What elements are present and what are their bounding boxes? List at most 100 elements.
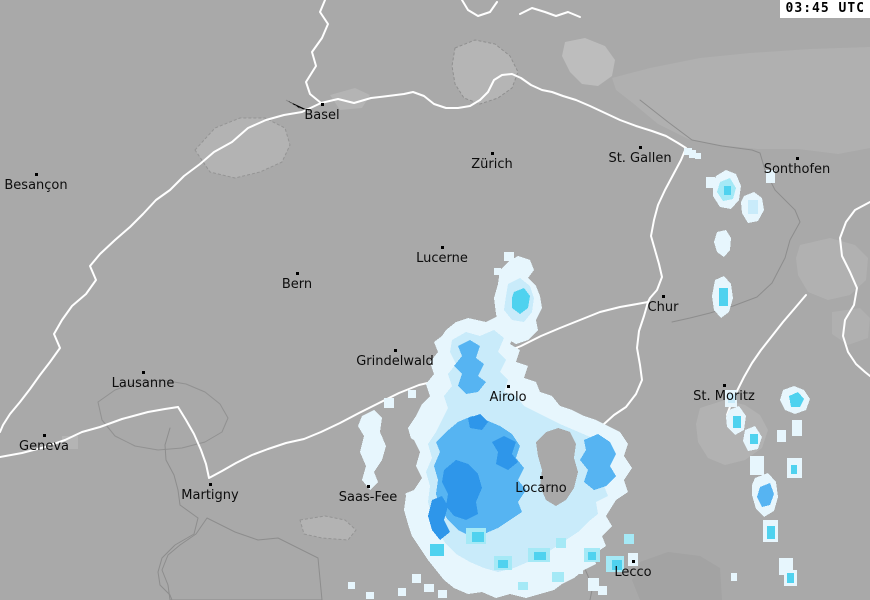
city-dot	[796, 157, 799, 160]
rain-cell	[512, 288, 530, 314]
city-label-locarno[interactable]: Locarno	[515, 481, 567, 496]
rain-cell	[390, 434, 422, 494]
rain-cell	[454, 340, 486, 394]
city-label-st-gallen[interactable]: St. Gallen	[608, 151, 672, 166]
terrain-layer	[62, 38, 870, 600]
city-dot	[540, 476, 543, 479]
precipitation-layer	[348, 148, 810, 599]
rain-cell	[731, 573, 737, 581]
rain-cell	[777, 430, 786, 442]
city-label-grindelwald[interactable]: Grindelwald	[356, 354, 434, 369]
terrain-patch	[330, 88, 370, 110]
city-label-lucerne[interactable]: Lucerne	[416, 251, 468, 266]
country-border-line	[177, 301, 649, 479]
city-label-airolo[interactable]: Airolo	[489, 390, 527, 405]
rain-cell	[536, 428, 578, 506]
city-dot	[296, 272, 299, 275]
rain-cell	[492, 436, 518, 470]
rain-cell	[588, 552, 596, 560]
rain-cell	[684, 148, 692, 155]
city-dot	[321, 103, 324, 106]
rain-cell	[724, 186, 731, 195]
terrain-patch	[612, 47, 870, 154]
rain-cell	[787, 573, 794, 583]
rain-cell	[438, 590, 447, 598]
city-dot	[639, 146, 642, 149]
city-label-besan-on[interactable]: Besançon	[4, 178, 68, 193]
rain-cell	[588, 578, 599, 591]
terrain-patch	[451, 39, 519, 105]
city-label-bern[interactable]: Bern	[281, 277, 313, 292]
country-border-line	[320, 73, 687, 303]
country-border-line	[519, 7, 581, 18]
rain-cell	[348, 582, 355, 589]
city-dot	[507, 385, 510, 388]
rain-cell	[424, 584, 434, 592]
rain-cell	[791, 465, 797, 474]
city-label-st-moritz[interactable]: St. Moritz	[693, 389, 755, 404]
city-label-z-rich[interactable]: Zürich	[471, 157, 513, 172]
city-dot	[367, 485, 370, 488]
city-dot	[632, 560, 635, 563]
terrain-patch	[299, 515, 357, 541]
country-border-line	[839, 201, 870, 377]
terrain-patch	[632, 552, 722, 600]
city-label-lecco[interactable]: Lecco	[614, 565, 652, 580]
rain-cell	[628, 553, 638, 566]
country-border-line	[0, 406, 179, 458]
rain-cell	[792, 420, 802, 436]
rain-cell	[612, 560, 622, 570]
rain-cell	[733, 416, 741, 428]
region-border-line	[157, 427, 199, 600]
rain-cell	[412, 574, 421, 583]
rain-cell	[358, 410, 386, 490]
city-label-chur[interactable]: Chur	[647, 300, 679, 315]
rain-cell	[472, 532, 484, 542]
rain-cell	[728, 394, 735, 403]
city-label-geneva[interactable]: Geneva	[19, 439, 69, 454]
rain-cell	[706, 177, 715, 188]
rain-cell	[714, 230, 731, 257]
terrain-patch	[832, 308, 870, 345]
city-dot	[35, 173, 38, 176]
rain-cell	[719, 288, 728, 306]
rain-cell	[624, 534, 634, 544]
rain-cell	[442, 460, 482, 520]
rain-cell	[598, 586, 607, 595]
city-dot	[662, 295, 665, 298]
city-label-sonthofen[interactable]: Sonthofen	[763, 162, 831, 177]
city-label-saas-fee[interactable]: Saas-Fee	[338, 490, 398, 505]
region-border-line	[285, 99, 313, 113]
rain-cell	[366, 592, 374, 599]
rain-cell	[498, 560, 508, 568]
timestamp-badge: 03:45 UTC	[779, 0, 870, 18]
rain-cell	[398, 588, 406, 596]
city-label-lausanne[interactable]: Lausanne	[111, 376, 175, 391]
rain-cell	[695, 153, 701, 159]
city-dot	[142, 371, 145, 374]
rain-cell	[384, 398, 394, 408]
rain-cell	[408, 390, 416, 398]
rain-cell	[750, 456, 764, 475]
terrain-patch	[796, 238, 868, 300]
terrain-patch	[97, 379, 229, 451]
rain-cell	[748, 200, 758, 214]
rain-cell	[518, 582, 528, 590]
city-dot	[43, 434, 46, 437]
city-dot	[394, 349, 397, 352]
rain-cell	[534, 552, 546, 560]
rain-cell	[766, 170, 775, 183]
city-dot	[441, 246, 444, 249]
city-label-basel[interactable]: Basel	[304, 108, 340, 123]
city-label-martigny[interactable]: Martigny	[181, 488, 239, 503]
country-border-line	[0, 0, 329, 433]
terrain-patch	[194, 117, 291, 179]
rain-cell	[757, 483, 774, 507]
rain-cell	[750, 434, 758, 444]
rain-cell	[556, 538, 566, 548]
rain-cell	[580, 434, 616, 490]
rain-cell	[430, 544, 444, 556]
rain-cell	[575, 565, 583, 574]
